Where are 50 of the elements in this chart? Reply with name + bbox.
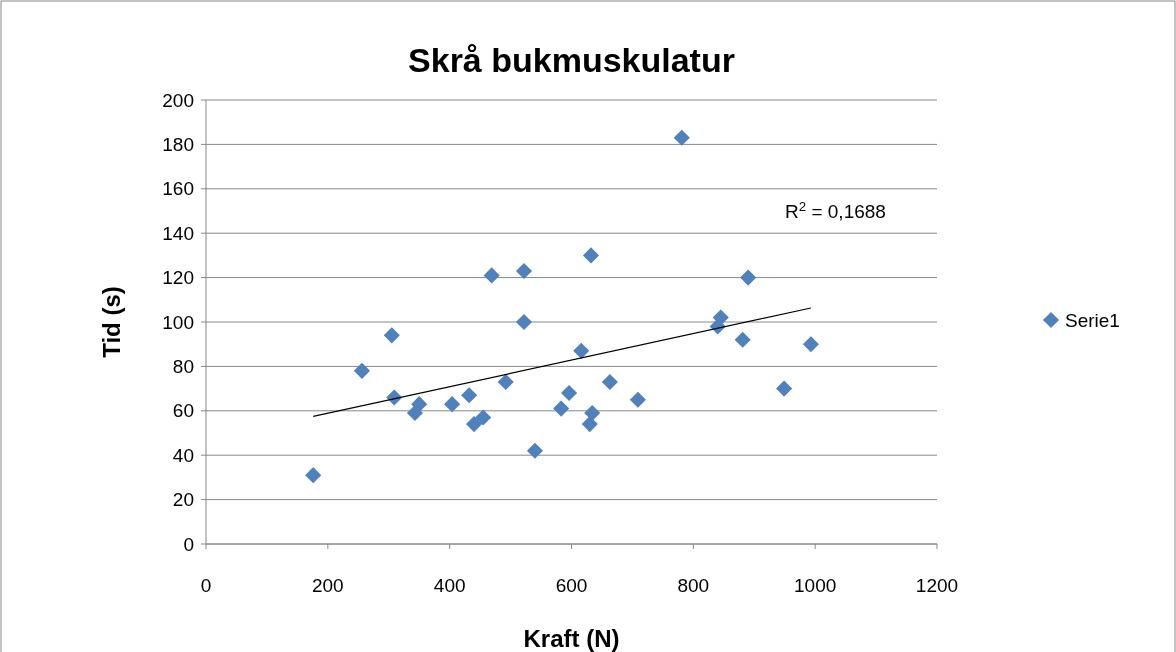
point (573, 342, 590, 359)
y-tick-label: 20 (172, 489, 194, 511)
point (584, 404, 601, 422)
point (734, 331, 751, 348)
point (802, 336, 819, 353)
y-tick-label: 140 (162, 222, 194, 244)
point (475, 409, 492, 426)
point (515, 262, 533, 279)
y-axis-title: Tid (s) (98, 286, 125, 358)
x-axis-title: Kraft (N) (523, 625, 620, 652)
y-tick-label: 60 (172, 400, 194, 422)
point (712, 309, 729, 326)
legend-label: Serie1 (1065, 309, 1120, 331)
point (461, 387, 478, 404)
annotation: R$^{2}$ = 0,1688 (785, 198, 886, 222)
point (497, 373, 514, 390)
x-tick-label: 1200 (915, 575, 959, 596)
x-tick-label: 200 (311, 575, 344, 596)
y-tick-label: 100 (162, 311, 194, 333)
point (305, 467, 322, 484)
point (582, 247, 600, 264)
point (465, 416, 483, 433)
x-tick-label: 800 (677, 575, 710, 596)
x-tick-label: 1000 (794, 575, 837, 596)
point (444, 396, 461, 413)
y-tick-label: 160 (162, 178, 194, 200)
point (740, 269, 757, 286)
y-tick-label: 120 (162, 267, 194, 289)
point (383, 327, 400, 344)
point (776, 380, 793, 397)
point (581, 416, 598, 433)
y-tick-label: 40 (172, 444, 194, 466)
point (406, 404, 424, 422)
y-tick-label: 0 (183, 533, 194, 555)
point (673, 129, 690, 146)
x-tick-label: 600 (555, 575, 588, 596)
y-tick-label: 200 (162, 89, 194, 111)
chart-title: Skrå bukmuskulatur (408, 41, 735, 79)
point (629, 391, 646, 408)
point (561, 384, 578, 402)
point (601, 373, 618, 390)
x-tick-label: 0 (200, 575, 212, 596)
point (515, 313, 533, 331)
y-tick-label: 80 (172, 356, 194, 378)
point (353, 362, 371, 379)
y-tick-label: 180 (162, 134, 194, 156)
point (526, 442, 544, 459)
point (553, 400, 570, 417)
point (483, 267, 500, 284)
x-tick-label: 400 (433, 575, 466, 596)
